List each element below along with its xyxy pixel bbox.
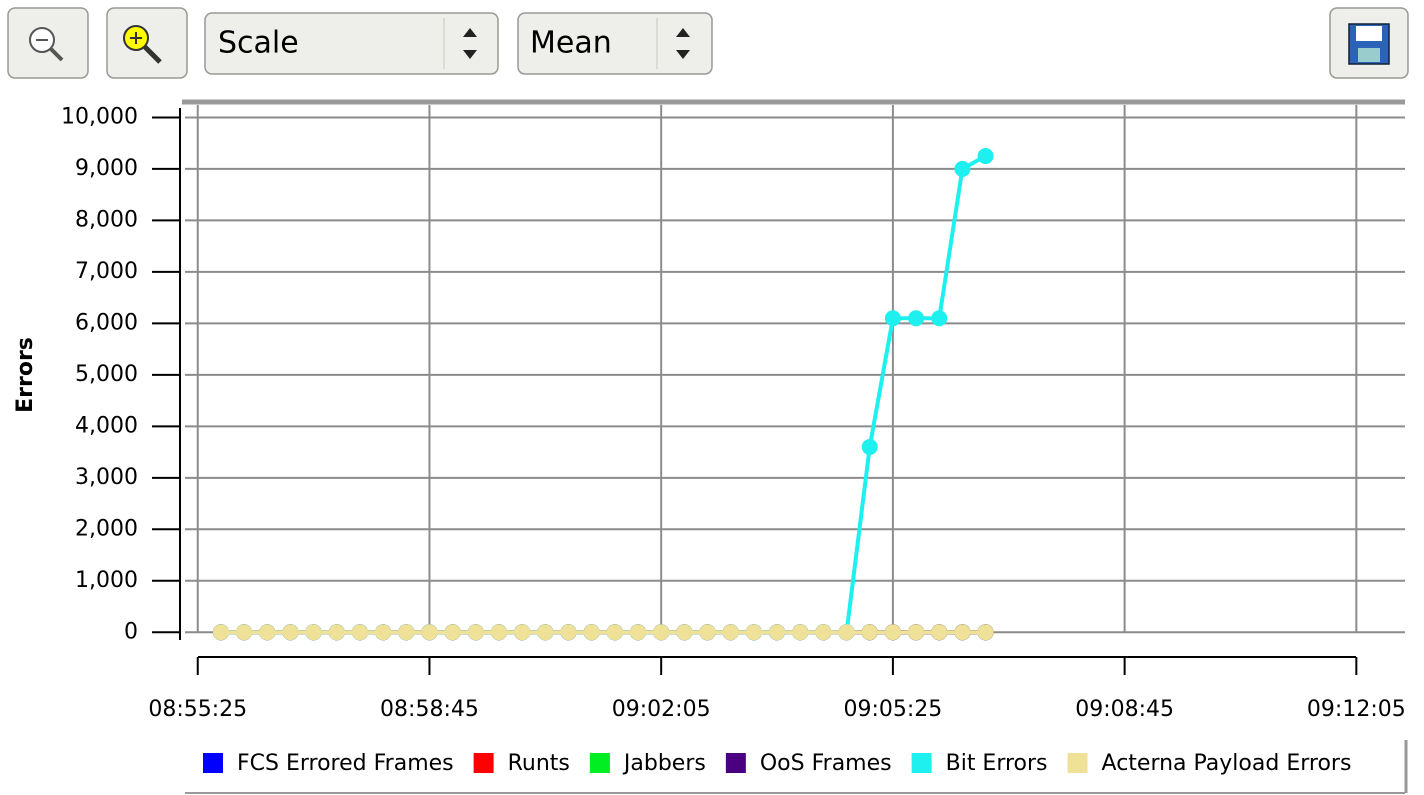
y-tick-label: 7,000 xyxy=(75,259,138,284)
x-tick-label: 09:05:25 xyxy=(843,697,942,722)
zoom-in-icon xyxy=(123,25,162,64)
x-tick-label: 08:58:45 xyxy=(380,697,479,722)
legend-label: Acterna Payload Errors xyxy=(1102,751,1352,776)
legend-swatch xyxy=(589,753,610,773)
y-tick-label: 0 xyxy=(124,619,138,644)
data-point xyxy=(699,624,716,641)
data-point xyxy=(537,624,554,641)
data-point xyxy=(282,624,299,641)
data-point xyxy=(490,624,507,641)
zoom-out-icon xyxy=(29,27,64,62)
data-point xyxy=(745,624,762,641)
data-point xyxy=(676,624,693,641)
data-point xyxy=(954,160,971,177)
y-tick-label: 9,000 xyxy=(75,156,138,181)
data-point xyxy=(908,310,925,327)
data-point xyxy=(792,624,809,641)
data-point xyxy=(838,624,855,641)
dropdown-arrows xyxy=(676,28,690,59)
data-point xyxy=(954,624,971,641)
data-point xyxy=(630,624,647,641)
data-point xyxy=(931,310,948,327)
data-point xyxy=(328,624,345,641)
dropdown-label: Scale xyxy=(218,26,299,61)
dropdown-label: Mean xyxy=(530,26,612,61)
data-point xyxy=(212,624,229,641)
legend-label: FCS Errored Frames xyxy=(237,751,454,776)
data-point xyxy=(514,624,531,641)
y-tick-label: 6,000 xyxy=(75,310,138,335)
scale-dropdown[interactable] xyxy=(204,12,499,75)
x-tick-label: 09:12:05 xyxy=(1307,697,1406,722)
data-point xyxy=(583,624,600,641)
legend-swatch xyxy=(725,753,746,773)
data-point xyxy=(444,624,461,641)
y-tick-label: 1,000 xyxy=(75,568,138,593)
data-point xyxy=(351,624,368,641)
data-point xyxy=(908,624,925,641)
x-tick-label: 09:08:45 xyxy=(1075,697,1174,722)
data-point xyxy=(560,624,577,641)
data-point xyxy=(421,624,438,641)
y-tick-label: 4,000 xyxy=(75,413,138,438)
data-point xyxy=(305,624,322,641)
data-point xyxy=(884,310,901,327)
y-tick-label: 10,000 xyxy=(61,104,138,129)
data-point xyxy=(861,438,878,455)
data-point xyxy=(769,624,786,641)
legend-swatch xyxy=(473,753,494,773)
mean-dropdown[interactable] xyxy=(517,12,713,75)
data-point xyxy=(884,624,901,641)
y-tick-label: 3,000 xyxy=(75,465,138,490)
legend-swatch xyxy=(1067,753,1088,773)
x-tick-label: 09:02:05 xyxy=(612,697,711,722)
legend-label: OoS Frames xyxy=(760,751,892,776)
data-point xyxy=(815,624,832,641)
y-axis-label: Errors xyxy=(13,337,38,413)
legend-label: Jabbers xyxy=(622,751,706,776)
legend-label: Runts xyxy=(508,751,570,776)
y-tick-label: 5,000 xyxy=(75,362,138,387)
legend-swatch xyxy=(911,753,932,773)
data-point xyxy=(722,624,739,641)
data-point xyxy=(977,148,994,165)
data-point xyxy=(375,624,392,641)
legend-label: Bit Errors xyxy=(946,751,1048,776)
data-point xyxy=(653,624,670,641)
legend-swatch xyxy=(203,753,223,773)
data-point xyxy=(861,624,878,641)
data-point xyxy=(259,624,276,641)
data-point xyxy=(977,624,994,641)
data-point xyxy=(236,624,253,641)
data-point xyxy=(398,624,415,641)
y-tick-label: 2,000 xyxy=(75,516,138,541)
data-point xyxy=(467,624,484,641)
dropdown-arrows xyxy=(463,28,477,59)
save-icon xyxy=(1348,23,1390,65)
plot-area xyxy=(185,102,1405,640)
x-tick-label: 08:55:25 xyxy=(148,697,247,722)
data-point xyxy=(606,624,623,641)
y-tick-label: 8,000 xyxy=(75,207,138,232)
data-point xyxy=(931,624,948,641)
